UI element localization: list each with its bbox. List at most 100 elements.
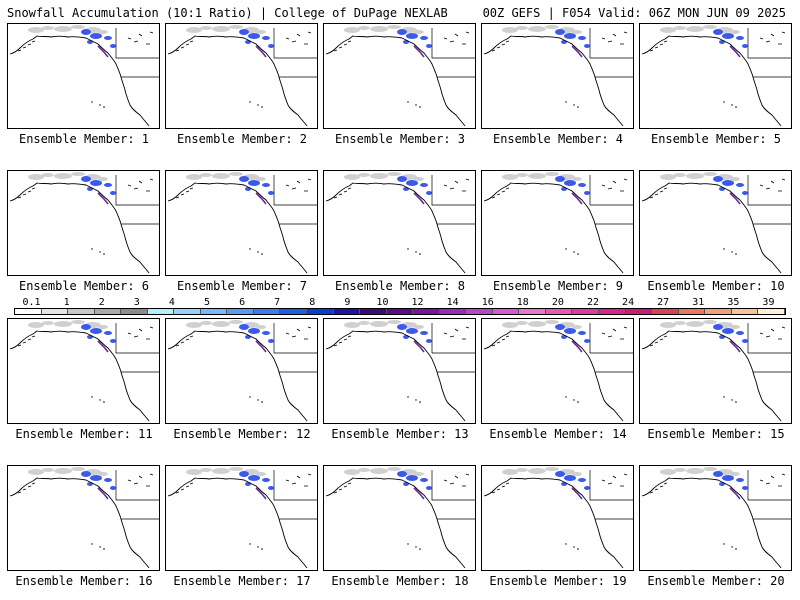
snow-blue-shading: [81, 471, 116, 490]
ensemble-member-label: Ensemble Member: 14: [489, 427, 627, 441]
color-scale-tick-label: 3: [133, 297, 140, 308]
snow-blue-shading: [81, 176, 116, 195]
color-scale-tick-label: 7: [274, 297, 281, 308]
snow-blue-shading: [397, 176, 432, 195]
snow-blue-shading: [397, 471, 432, 490]
ensemble-member-label: Ensemble Member: 12: [173, 427, 311, 441]
color-scale-tick-label: 12: [411, 297, 424, 308]
color-scale-bar: [14, 308, 786, 315]
ensemble-map-panel: [639, 170, 792, 276]
color-scale-swatch: [333, 309, 361, 314]
color-scale-swatch: [307, 309, 334, 314]
ensemble-map-panel: [639, 23, 792, 129]
ensemble-map-panel: [323, 23, 476, 129]
color-scale-tick-label: 39: [762, 297, 775, 308]
ensemble-member-label: Ensemble Member: 16: [15, 574, 153, 588]
color-scale-swatch: [41, 309, 69, 314]
color-scale-swatch: [599, 309, 626, 314]
ensemble-map-panel: [165, 170, 318, 276]
snow-blue-shading: [397, 324, 432, 343]
snow-gray-shading: [660, 467, 740, 476]
color-scale-swatch: [413, 309, 440, 314]
ensemble-map-panel: [639, 465, 792, 571]
color-scale-swatch: [625, 309, 653, 314]
color-scale-swatch: [545, 309, 573, 314]
snow-gray-shading: [186, 172, 266, 181]
color-scale-tick-label: 10: [376, 297, 389, 308]
color-scale-swatch: [492, 309, 520, 314]
ensemble-map-panel: [165, 23, 318, 129]
ensemble-member-label: Ensemble Member: 17: [173, 574, 311, 588]
snow-blue-shading: [239, 471, 274, 490]
color-scale-swatch: [439, 309, 467, 314]
ensemble-map-panel: [481, 465, 634, 571]
color-scale-tick-label: 24: [622, 297, 635, 308]
snow-gray-shading: [344, 320, 424, 329]
color-scale-tick-label: 6: [239, 297, 246, 308]
ensemble-member-label: Ensemble Member: 3: [334, 132, 466, 146]
snow-gray-shading: [28, 320, 108, 329]
ensemble-map-panel: [165, 465, 318, 571]
chart-title: Snowfall Accumulation (10:1 Ratio) | Col…: [7, 6, 448, 20]
snow-gray-shading: [344, 25, 424, 34]
ensemble-map-panel: [481, 23, 634, 129]
ensemble-member-label: Ensemble Member: 9: [492, 279, 624, 293]
ensemble-member-label: Ensemble Member: 7: [176, 279, 308, 293]
ensemble-map-panel: [7, 318, 160, 424]
ensemble-member-label: Ensemble Member: 18: [331, 574, 469, 588]
snow-blue-shading: [713, 176, 748, 195]
color-scale-tick-label: 2: [98, 297, 105, 308]
snow-blue-shading: [555, 176, 590, 195]
ensemble-member-label: Ensemble Member: 11: [15, 427, 153, 441]
ensemble-map-panel: [323, 465, 476, 571]
ensemble-member-label: Ensemble Member: 2: [176, 132, 308, 146]
snow-gray-shading: [28, 172, 108, 181]
color-scale-tick-label: 1: [63, 297, 70, 308]
snow-blue-shading: [239, 29, 274, 48]
color-scale-tick-label: 5: [203, 297, 211, 308]
snow-gray-shading: [344, 172, 424, 181]
color-scale-swatch: [200, 309, 228, 314]
ensemble-member-label: Ensemble Member: 20: [647, 574, 785, 588]
color-scale-tick-label: 35: [727, 297, 740, 308]
color-scale-swatch: [519, 309, 546, 314]
color-scale-tick-label: 9: [344, 297, 351, 308]
ensemble-map-panel: [7, 465, 160, 571]
color-scale-tick-label: 4: [168, 297, 175, 308]
snow-gray-shading: [660, 172, 740, 181]
snow-gray-shading: [502, 25, 582, 34]
snow-gray-shading: [502, 320, 582, 329]
ensemble-member-label: Ensemble Member: 8: [334, 279, 466, 293]
ensemble-map-panel: [481, 318, 634, 424]
snow-gray-shading: [502, 172, 582, 181]
ensemble-map-panel: [639, 318, 792, 424]
snow-gray-shading: [502, 467, 582, 476]
ensemble-member-label: Ensemble Member: 1: [18, 132, 150, 146]
color-scale-swatch: [360, 309, 387, 314]
color-scale-swatch: [386, 309, 414, 314]
color-scale-swatch: [253, 309, 281, 314]
run-valid-time: 00Z GEFS | F054 Valid: 06Z MON JUN 09 20…: [482, 6, 786, 20]
color-scale-tick-label: 31: [692, 297, 705, 308]
color-scale-swatch: [280, 309, 308, 314]
ensemble-member-label: Ensemble Member: 10: [647, 279, 785, 293]
snow-blue-shading: [555, 324, 590, 343]
ensemble-map-panel: [165, 318, 318, 424]
ensemble-member-label: Ensemble Member: 19: [489, 574, 627, 588]
color-scale-tick-label: 0.1: [22, 297, 41, 308]
snow-blue-shading: [239, 324, 274, 343]
color-scale-tick-label: 14: [446, 297, 459, 308]
color-scale-tick-label: 18: [516, 297, 529, 308]
snow-gray-shading: [660, 25, 740, 34]
color-scale-swatch: [174, 309, 201, 314]
color-scale-tick-label: 27: [657, 297, 670, 308]
color-scale-tick-label: 20: [551, 297, 564, 308]
color-scale-swatch: [68, 309, 95, 314]
color-scale-swatch: [121, 309, 148, 314]
ensemble-map-panel: [7, 170, 160, 276]
snow-gray-shading: [28, 25, 108, 34]
color-scale-swatch: [731, 309, 759, 314]
color-scale-ticks: 0.1 1 2 3 4 5 6 7 8 9 10 12 14 16 18 20 22 24 27 31 35 39: [14, 298, 786, 309]
ensemble-member-label: Ensemble Member: 15: [647, 427, 785, 441]
snow-gray-shading: [28, 467, 108, 476]
